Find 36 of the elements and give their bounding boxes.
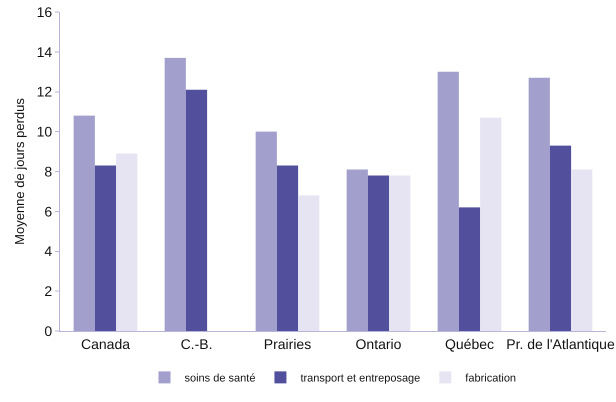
y-tick-label: 12 (36, 84, 52, 100)
bar (458, 207, 480, 331)
legend-label: soins de santé (184, 372, 256, 385)
bar (368, 175, 390, 331)
bar (164, 58, 186, 331)
bar (298, 195, 320, 331)
bar (389, 175, 410, 331)
x-tick-label: Québec (444, 336, 494, 352)
y-tick-label: 14 (36, 44, 52, 60)
bar (74, 116, 95, 331)
bar (550, 146, 572, 331)
x-tick-label: Pr. de l'Atlantique (506, 336, 615, 352)
y-tick-label: 16 (36, 4, 52, 20)
y-tick-label: 6 (44, 203, 52, 220)
bar (438, 72, 459, 331)
legend-label: fabrication (465, 372, 516, 385)
bar (186, 90, 208, 331)
bar (94, 166, 116, 331)
y-tick-label: 4 (44, 243, 52, 260)
x-tick-label: Canada (80, 336, 130, 352)
y-axis-title: Moyenne de jours perdus (12, 98, 27, 245)
y-tick-label: 2 (44, 283, 52, 300)
y-tick-label: 0 (44, 322, 52, 339)
x-tick-label: Prairies (264, 336, 312, 352)
bar (276, 166, 298, 331)
bar (116, 154, 138, 331)
bar (528, 78, 550, 331)
y-tick-label: 8 (44, 163, 52, 180)
x-tick-label: Ontario (356, 336, 402, 352)
bar (346, 170, 368, 331)
bar (256, 132, 277, 331)
legend-label: transport et entreposage (300, 372, 420, 385)
bar (480, 118, 502, 331)
bar (571, 170, 592, 331)
y-tick-label: 10 (36, 124, 52, 140)
x-tick-label: C.-B. (180, 336, 212, 352)
